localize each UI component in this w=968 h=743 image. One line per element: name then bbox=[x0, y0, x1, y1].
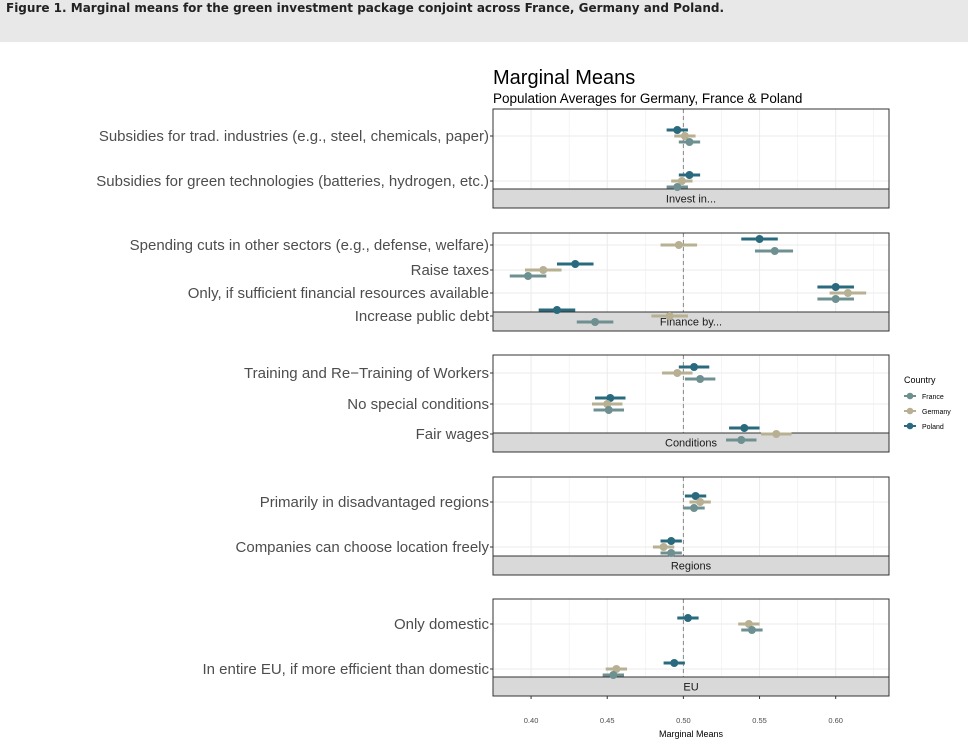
level-label: In entire EU, if more efficient than dom… bbox=[202, 661, 489, 678]
strip-label: Invest in... bbox=[666, 194, 716, 206]
level-label: Subsidies for green technologies (batter… bbox=[96, 173, 489, 190]
point-poland bbox=[606, 394, 615, 402]
legend-label-poland: Poland bbox=[922, 424, 944, 431]
legend: Country France Germany Poland bbox=[904, 375, 951, 431]
level-label: Primarily in disadvantaged regions bbox=[260, 494, 489, 511]
x-axis-label: Marginal Means bbox=[659, 729, 724, 739]
point-germany bbox=[539, 266, 548, 274]
strip-label: EU bbox=[683, 682, 698, 694]
point-germany bbox=[603, 400, 612, 408]
figure-caption: Figure 1. Marginal means for the green i… bbox=[6, 1, 725, 15]
legend-key-germany bbox=[906, 407, 914, 415]
point-germany bbox=[696, 498, 705, 506]
level-label: Spending cuts in other sectors (e.g., de… bbox=[130, 237, 489, 254]
point-france bbox=[667, 549, 676, 557]
point-germany bbox=[843, 289, 852, 297]
point-germany bbox=[659, 543, 668, 551]
point-germany bbox=[612, 665, 621, 673]
point-germany bbox=[772, 430, 781, 438]
level-label: Only domestic bbox=[394, 616, 490, 633]
point-poland bbox=[683, 614, 692, 622]
point-france bbox=[737, 436, 746, 444]
point-poland bbox=[552, 306, 561, 314]
point-france bbox=[609, 671, 618, 679]
strip-background bbox=[492, 676, 890, 697]
strip-label: Finance by... bbox=[660, 317, 722, 329]
chart-title: Marginal Means bbox=[493, 67, 635, 89]
x-tick-label: 0.40 bbox=[524, 716, 539, 725]
point-poland bbox=[670, 659, 679, 667]
point-poland bbox=[571, 260, 580, 268]
point-france bbox=[831, 295, 840, 303]
strip-label: Conditions bbox=[665, 438, 717, 450]
panel-background bbox=[493, 477, 889, 556]
level-label: Increase public debt bbox=[355, 308, 490, 325]
strip-background bbox=[492, 188, 890, 209]
point-france bbox=[524, 272, 533, 280]
x-axis: 0.40 0.45 0.50 0.55 0.60 bbox=[524, 696, 843, 725]
panel-finance-by: Finance by... Spending cuts in other sect… bbox=[130, 232, 890, 332]
facet-panels: Invest in... Subsidies for trad. industri… bbox=[96, 108, 890, 697]
x-tick-label: 0.45 bbox=[600, 716, 615, 725]
point-germany bbox=[744, 620, 753, 628]
x-tick-label: 0.60 bbox=[828, 716, 843, 725]
panel-conditions: Conditions Training and Re−Training of Wo… bbox=[244, 354, 890, 453]
point-germany bbox=[665, 312, 674, 320]
point-germany bbox=[677, 177, 686, 185]
legend-title: Country bbox=[904, 375, 936, 385]
legend-key-poland bbox=[906, 422, 914, 430]
level-label: Only, if sufficient financial resources … bbox=[188, 285, 489, 302]
x-tick-label: 0.50 bbox=[676, 716, 691, 725]
point-poland bbox=[667, 537, 676, 545]
point-poland bbox=[831, 283, 840, 291]
panel-regions: Regions Primarily in disadvantaged region… bbox=[236, 476, 890, 576]
point-poland bbox=[690, 363, 699, 371]
point-france bbox=[696, 375, 705, 383]
panel-invest-in: Invest in... Subsidies for trad. industri… bbox=[96, 108, 890, 209]
level-label: Companies can choose location freely bbox=[236, 539, 490, 556]
point-poland bbox=[691, 492, 700, 500]
panel-eu: EU Only domestic In entire EU, if more eff… bbox=[202, 598, 890, 697]
level-label: Training and Re−Training of Workers bbox=[244, 365, 489, 382]
point-france bbox=[673, 183, 682, 191]
point-poland bbox=[755, 235, 764, 243]
legend-key-france bbox=[906, 392, 914, 400]
point-france bbox=[747, 626, 756, 634]
legend-label-germany: Germany bbox=[922, 409, 951, 416]
point-germany bbox=[674, 241, 683, 249]
point-france bbox=[770, 247, 779, 255]
level-label: No special conditions bbox=[347, 396, 489, 413]
strip-background bbox=[492, 311, 890, 332]
strip-background bbox=[492, 555, 890, 576]
point-france bbox=[604, 406, 613, 414]
point-germany bbox=[673, 369, 682, 377]
panel-background bbox=[493, 599, 889, 677]
figure-header: Figure 1. Marginal means for the green i… bbox=[0, 0, 968, 42]
point-germany bbox=[680, 132, 689, 140]
point-france bbox=[685, 138, 694, 146]
point-poland bbox=[685, 171, 694, 179]
strip-background bbox=[492, 432, 890, 453]
level-label: Subsidies for trad. industries (e.g., st… bbox=[99, 128, 489, 145]
point-france bbox=[690, 504, 699, 512]
point-poland bbox=[740, 424, 749, 432]
point-poland bbox=[673, 126, 682, 134]
chart-subtitle: Population Averages for Germany, France … bbox=[493, 91, 802, 106]
point-france bbox=[591, 318, 600, 326]
strip-label: Regions bbox=[671, 561, 712, 573]
level-label: Raise taxes bbox=[411, 262, 489, 279]
legend-label-france: France bbox=[922, 394, 944, 401]
level-label: Fair wages bbox=[416, 426, 489, 443]
x-tick-label: 0.55 bbox=[752, 716, 767, 725]
